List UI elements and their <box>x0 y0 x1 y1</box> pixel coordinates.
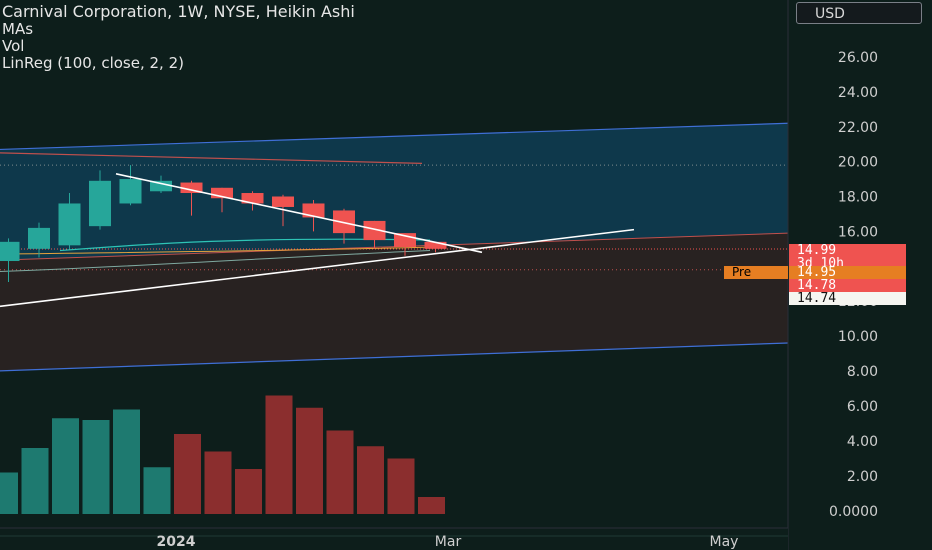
indicator-linreg[interactable]: LinReg (100, close, 2, 2) <box>2 54 184 72</box>
ma-mid-line[interactable] <box>0 246 431 255</box>
price-tick-label: 22.00 <box>838 120 878 136</box>
candle-body[interactable] <box>0 241 20 262</box>
time-axis-background <box>0 528 788 550</box>
volume-bar[interactable] <box>235 469 262 514</box>
time-tick-label: May <box>710 534 739 550</box>
volume-bar[interactable] <box>357 446 384 514</box>
ma-slow-line[interactable] <box>0 250 431 272</box>
volume-bar[interactable] <box>143 467 171 514</box>
volume-bar[interactable] <box>174 434 201 514</box>
candle-body[interactable] <box>363 220 386 241</box>
currency-button[interactable]: USD <box>796 2 922 24</box>
candle-body[interactable] <box>302 203 325 218</box>
volume-tick-label: 4.00 <box>847 434 878 450</box>
linreg-upper-line[interactable] <box>0 122 789 151</box>
chart-legend: Carnival Corporation, 1W, NYSE, Heikin A… <box>2 2 355 72</box>
volume-bar[interactable] <box>113 409 140 515</box>
candle-body[interactable] <box>119 179 142 204</box>
chart-title[interactable]: Carnival Corporation, 1W, NYSE, Heikin A… <box>2 2 355 21</box>
price-tick-label: 10.00 <box>838 329 878 345</box>
price-tick-label: 20.00 <box>838 155 878 171</box>
candle-body[interactable] <box>89 180 111 227</box>
volume-bar[interactable] <box>326 430 354 515</box>
volume-bar[interactable] <box>387 458 415 515</box>
current-price-label: 14.99 3d 10h <box>789 243 906 270</box>
candle-body[interactable] <box>333 210 355 234</box>
price-tick-label: 26.00 <box>838 50 878 66</box>
candle-body[interactable] <box>211 187 233 199</box>
candle-body[interactable] <box>58 203 81 246</box>
ma-fast-line[interactable] <box>59 238 431 252</box>
candle-body[interactable] <box>150 180 172 192</box>
candle-body[interactable] <box>424 241 447 249</box>
volume-tick-label: 8.00 <box>847 364 878 380</box>
ma-long-line[interactable] <box>0 152 423 164</box>
candle-body[interactable] <box>180 182 203 194</box>
candle-body[interactable] <box>272 196 294 207</box>
price-tick-label: 18.00 <box>838 190 878 206</box>
ma-price-label: 14.74 <box>789 292 906 305</box>
close-price-label: 14.78 <box>789 279 906 292</box>
volume-bar[interactable] <box>82 420 110 514</box>
volume-bar[interactable] <box>296 407 323 514</box>
time-tick-label: Mar <box>435 534 462 550</box>
indicator-mas[interactable]: MAs <box>2 20 34 38</box>
candle-body[interactable] <box>28 227 50 249</box>
trendline-ascending[interactable] <box>0 228 635 308</box>
volume-bar[interactable] <box>204 451 232 515</box>
trendline-descending[interactable] <box>115 173 483 254</box>
price-tick-label: 16.00 <box>838 224 878 240</box>
candle-body[interactable] <box>241 193 264 204</box>
volume-bar[interactable] <box>0 472 18 515</box>
time-tick-label: 2024 <box>157 534 196 550</box>
linreg-lower-line[interactable] <box>0 342 789 372</box>
pre-market-tag: Pre <box>724 266 788 279</box>
linreg-lower-band <box>0 233 788 371</box>
volume-tick-label: 2.00 <box>847 469 878 485</box>
pre-price-label: 14.95 <box>789 266 906 279</box>
volume-bar[interactable] <box>265 395 293 515</box>
volume-bar[interactable] <box>418 497 445 514</box>
current-price-value: 14.99 <box>797 243 837 258</box>
price-tick-label: 24.00 <box>838 85 878 101</box>
volume-bar[interactable] <box>52 418 79 514</box>
volume-tick-label: 6.00 <box>847 399 878 415</box>
volume-bar[interactable] <box>21 448 49 514</box>
volume-tick-label: 0.0000 <box>829 504 878 520</box>
indicator-vol[interactable]: Vol <box>2 37 25 55</box>
